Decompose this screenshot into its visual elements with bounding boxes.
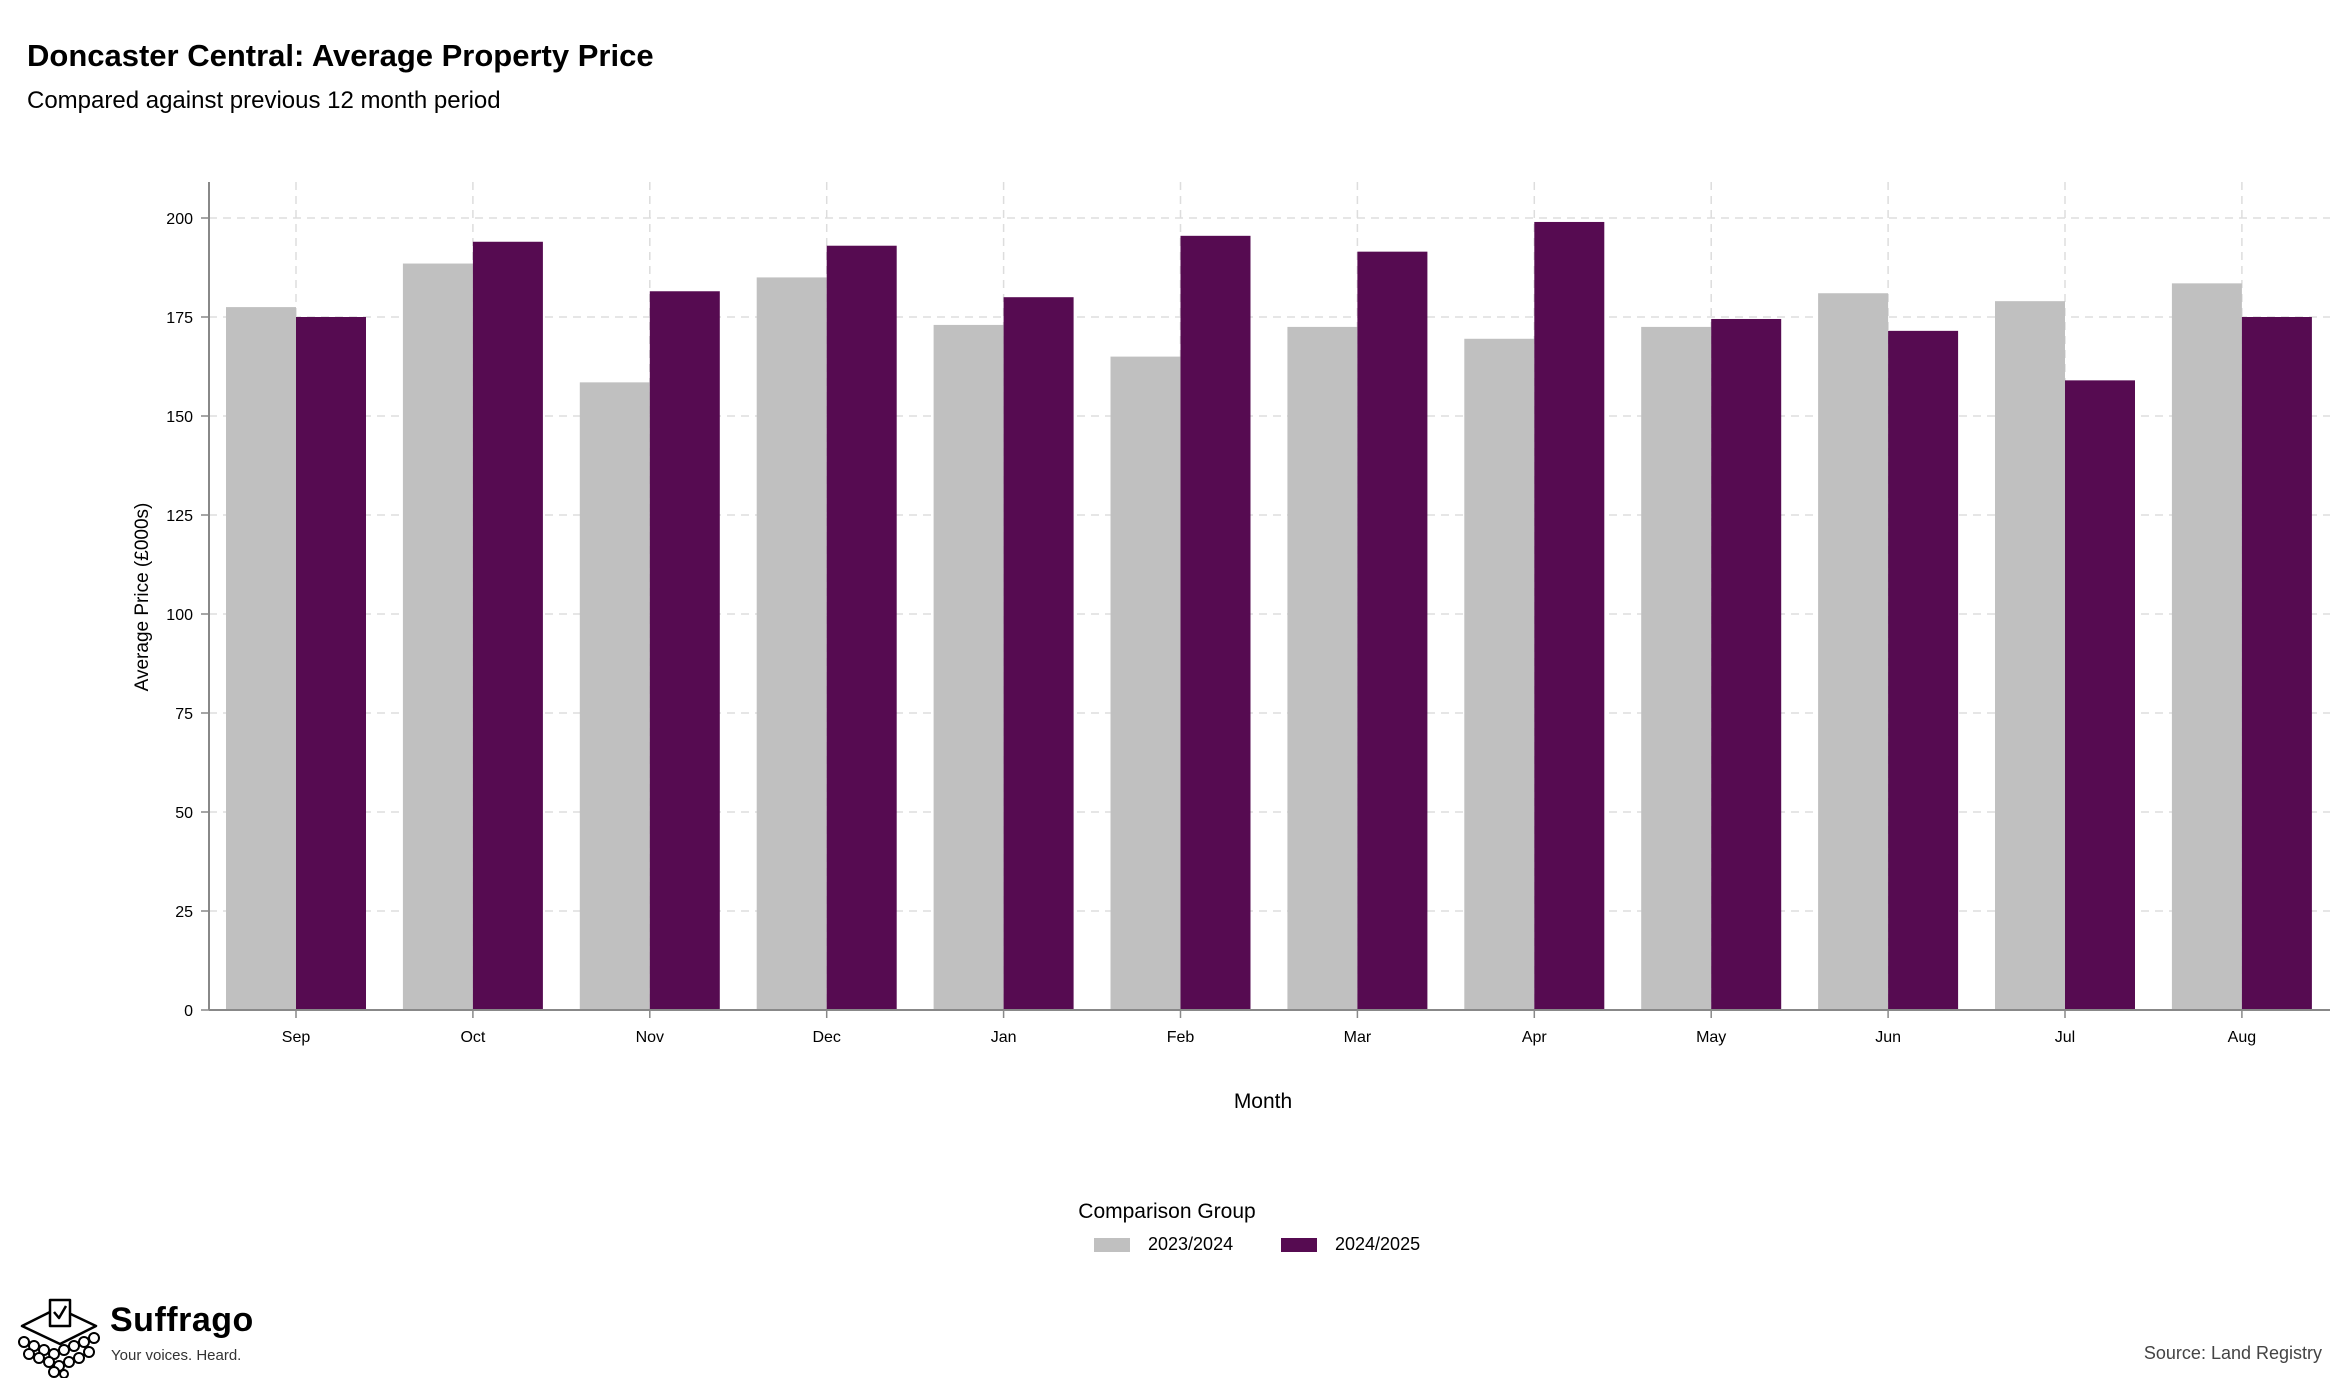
bar-2023-2024-sep [226, 307, 296, 1011]
bar-2023-2024-jun [1818, 293, 1889, 1010]
bar-2024-2025-sep [296, 317, 366, 1010]
ballot-box-logo-icon [18, 1298, 100, 1378]
x-tick-label: Nov [636, 1029, 664, 1046]
legend-label-2023-2024: 2023/2024 [1148, 1234, 1234, 1254]
y-tick-label: 25 [175, 904, 193, 921]
chart-title: Doncaster Central: Average Property Pric… [27, 38, 654, 73]
bar-2024-2025-aug [2241, 317, 2312, 1010]
x-tick-label: Dec [812, 1029, 840, 1046]
legend-swatch-2023-2024 [1094, 1237, 1130, 1252]
x-tick-label: May [1696, 1029, 1726, 1046]
x-axis-label: Month [1234, 1090, 1292, 1113]
x-tick-label: Jun [1875, 1029, 1901, 1046]
legend-item-2023-2024: 2023/2024 [1094, 1234, 1233, 1255]
brand-name: Suffrago [110, 1301, 254, 1339]
bar-2023-2024-jan [933, 324, 1004, 1010]
legend-label-2024-2025: 2024/2025 [1335, 1234, 1421, 1254]
bar-2023-2024-nov [579, 382, 650, 1011]
bar-2024-2025-jun [1888, 330, 1959, 1010]
y-axis-label: Average Price (£000s) [132, 503, 153, 692]
bar-2023-2024-dec [756, 277, 827, 1010]
tick-labels: 0 25 50 75 100 125 150 175 200 Sep Oct Nov Dec Jan Feb… [166, 211, 2256, 1046]
axes [201, 182, 2330, 1018]
chart-subtitle: Compared against previous 12 month perio… [27, 87, 501, 114]
bar-2024-2025-may [1711, 318, 1782, 1011]
bar-2023-2024-oct [402, 263, 473, 1010]
legend-title: Comparison Group [1078, 1200, 1256, 1223]
bar-2024-2025-feb [1180, 235, 1251, 1010]
x-tick-label: Aug [2228, 1029, 2256, 1046]
x-tick-label: Apr [1522, 1029, 1548, 1046]
bar-2023-2024-feb [1110, 356, 1181, 1011]
bar-2024-2025-nov [649, 291, 720, 1010]
x-tick-label: Jan [991, 1029, 1017, 1046]
bar-2024-2025-jan [1003, 297, 1074, 1010]
x-tick-label: Feb [1167, 1029, 1195, 1046]
y-tick-label: 75 [175, 706, 193, 723]
bar-2024-2025-jul [2065, 380, 2135, 1010]
y-tick-label: 100 [166, 607, 193, 624]
y-tick-label: 200 [166, 211, 193, 228]
bar-2023-2024-aug [2171, 283, 2242, 1011]
bar-2023-2024-may [1641, 326, 1712, 1010]
y-tick-label: 175 [166, 310, 193, 327]
source-note: Source: Land Registry [2143, 1343, 2322, 1363]
y-tick-label: 0 [184, 1003, 193, 1020]
legend-swatch-2024-2025 [1281, 1237, 1317, 1252]
y-tick-label: 50 [175, 805, 193, 822]
bar-2024-2025-dec [826, 245, 897, 1011]
x-tick-label: Sep [282, 1029, 311, 1046]
x-tick-label: Oct [460, 1029, 485, 1046]
x-tick-label: Jul [2055, 1029, 2075, 1046]
x-tick-label: Mar [1344, 1029, 1372, 1046]
bar-2024-2025-apr [1534, 221, 1605, 1010]
bar-2024-2025-oct [472, 241, 543, 1010]
bar-2023-2024-apr [1464, 338, 1535, 1010]
y-tick-label: 150 [166, 409, 193, 426]
bar-2023-2024-jul [1995, 301, 2065, 1010]
y-tick-label: 125 [166, 508, 193, 525]
brand-tagline: Your voices. Heard. [111, 1347, 242, 1364]
bar-2023-2024-mar [1287, 326, 1358, 1010]
bars [226, 221, 2312, 1011]
bar-2024-2025-mar [1357, 251, 1428, 1010]
legend-item-2024-2025: 2024/2025 [1281, 1234, 1420, 1255]
